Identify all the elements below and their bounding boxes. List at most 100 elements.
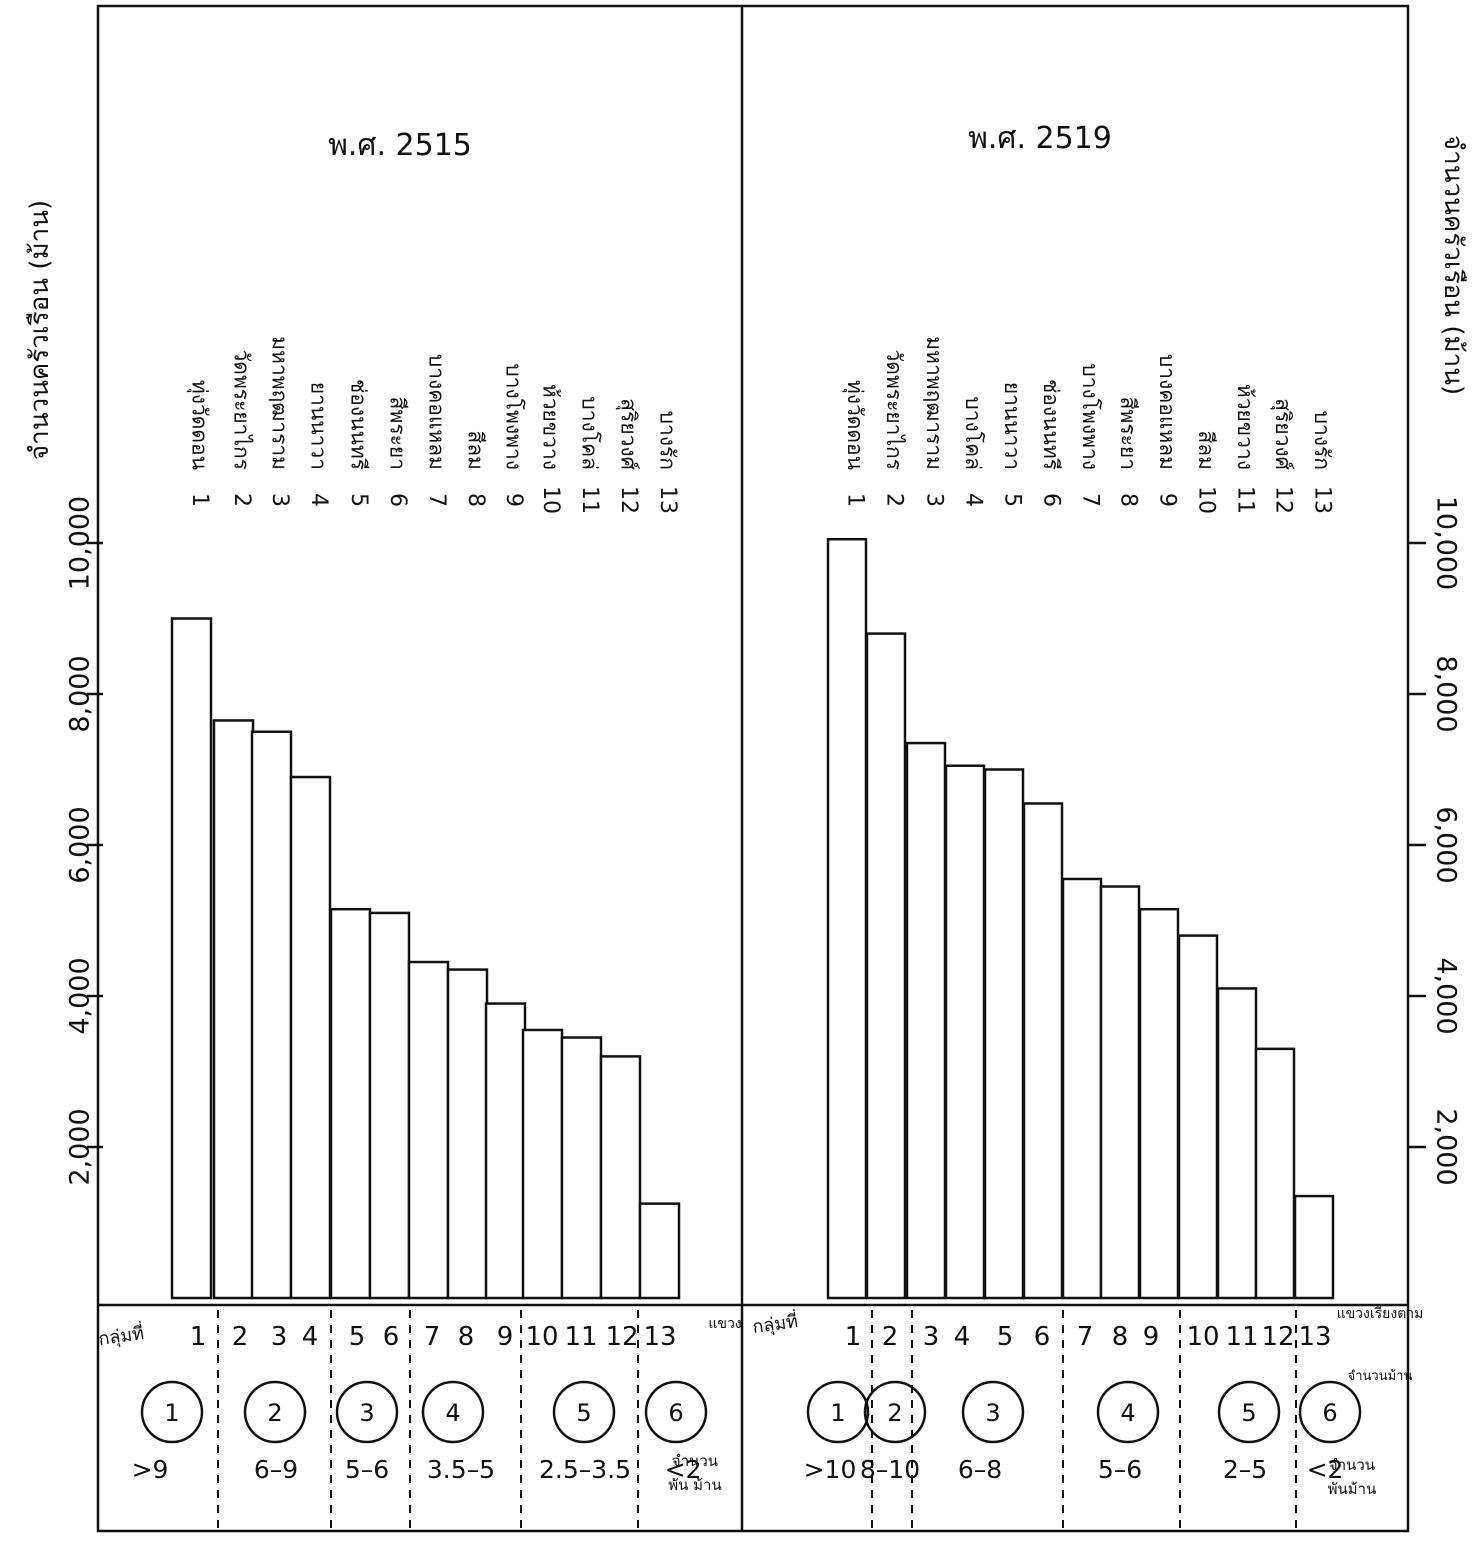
strip-number: 7: [424, 1322, 441, 1352]
group-number: 4: [1120, 1399, 1135, 1427]
bar: [638, 1202, 681, 1300]
y-tick-label: 8,000: [1431, 655, 1462, 732]
group-circle: [243, 1380, 307, 1444]
bar: [905, 741, 947, 1300]
strip-number: 4: [302, 1322, 319, 1352]
group-range: 6–9: [254, 1455, 298, 1484]
group-number: 3: [985, 1399, 1000, 1427]
y-axis-label: จำนวนครัวเรือน (ม้าน): [1438, 135, 1468, 395]
bar: [212, 719, 255, 1300]
district-name: บางรัก: [656, 411, 680, 470]
bar: [599, 1055, 642, 1300]
group-range: 5–6: [1098, 1455, 1142, 1484]
district-number: 10: [538, 486, 563, 514]
range-unit-label: จำนวน: [1329, 1456, 1375, 1474]
group-strip: 1 2 3 4 5 6 7 8 9 10 11 12 13 แขวงกลุ่มที่1>926–935–6…: [97, 1310, 742, 1528]
group-range: 5–6: [345, 1455, 389, 1484]
district-number: 12: [616, 486, 641, 514]
strip-number: 8: [458, 1322, 475, 1352]
group-circle: [335, 1380, 399, 1444]
district-list: 1 ทุ่งวัดดอน 2 วัดพระยาไกร 3 มหาพฤฒาราม 4 บางโค…: [842, 336, 1335, 514]
group-circle: [1096, 1380, 1160, 1444]
strip-unit-label: แขวง: [708, 1316, 741, 1332]
panel-title: พ.ศ. 2519: [968, 121, 1112, 156]
district-name: สีพระยา: [386, 397, 410, 470]
range-unit-label: จำนวน: [672, 1452, 718, 1470]
bar: [983, 768, 1025, 1300]
bar: [1099, 885, 1141, 1300]
bar: [1177, 934, 1219, 1300]
strip-number: 4: [954, 1322, 971, 1352]
y-tick-label: 10,000: [1431, 496, 1462, 590]
group-circle: [552, 1380, 616, 1444]
strip-number: 3: [271, 1322, 288, 1352]
y-tick-label: 6,000: [65, 806, 96, 883]
bar: [1138, 907, 1180, 1300]
district-name: บางคอแหลม: [1155, 354, 1179, 470]
district-name: สีพระยา: [1116, 397, 1140, 470]
bar: [1293, 1194, 1335, 1300]
district-name: บางโคล่: [961, 396, 985, 470]
district-name: สีลม: [464, 430, 488, 470]
district-name: บางโพงพาง: [502, 363, 526, 470]
district-name: มหาพฤฒาราม: [922, 336, 946, 470]
district-name: มหาพฤฒาราม: [268, 336, 292, 470]
district-name: ห้วยขวาง: [1233, 384, 1257, 470]
group-unit-label: จำนวนม้าน: [1348, 1369, 1413, 1384]
strip-number: 6: [383, 1322, 400, 1352]
bar: [329, 907, 372, 1300]
group-number: 6: [1322, 1399, 1337, 1427]
group-circle: [140, 1380, 204, 1444]
y-tick-label: 2,000: [1431, 1108, 1462, 1185]
group-circle: [961, 1380, 1025, 1444]
district-number: 8: [463, 493, 488, 507]
strip-number: 1: [845, 1322, 862, 1352]
group-range: <2: [1307, 1455, 1344, 1484]
group-range: 3.5–5: [427, 1455, 495, 1484]
district-number: 8: [1116, 493, 1141, 507]
chart-panel-2515: พ.ศ. 2515 จำนวนครัวเรือน (ม้าน) 2,000 4,0…: [25, 128, 742, 1528]
district-number: 11: [577, 486, 602, 514]
district-number: 1: [843, 493, 868, 507]
group-number: 3: [359, 1399, 374, 1427]
district-name: วัดพระยาไกร: [882, 350, 906, 470]
bar-series: [170, 617, 681, 1300]
group-number: 2: [887, 1399, 902, 1427]
range-unit-label: พัน ม้าน: [668, 1476, 721, 1494]
district-number: 13: [1310, 486, 1335, 514]
range-unit-label: พันม้าน: [1328, 1480, 1377, 1498]
strip-number: 8: [1112, 1322, 1129, 1352]
group-range: <2: [665, 1455, 702, 1484]
strip-unit-label: แขวงเรียงตาม: [1337, 1306, 1424, 1322]
group-number: 5: [576, 1399, 591, 1427]
y-axis-ticks: 2,000 4,000 6,000 8,000 10,000: [1408, 496, 1462, 1186]
district-name: ยานนาวา: [307, 382, 331, 470]
district-number: 13: [655, 486, 680, 514]
y-tick-label: 4,000: [65, 957, 96, 1034]
bar: [484, 1002, 527, 1300]
district-number: 6: [385, 493, 410, 507]
district-number: 12: [1271, 486, 1296, 514]
strip-number: 1: [190, 1322, 207, 1352]
strip-number: 11: [1225, 1322, 1258, 1352]
bar: [826, 537, 868, 1300]
y-axis-ticks: 2,000 4,000 6,000 8,000 10,000: [65, 496, 103, 1186]
group-label: กลุ่มที่: [97, 1320, 146, 1350]
group-number: 4: [445, 1399, 460, 1427]
group-number: 1: [830, 1399, 845, 1427]
group-circle: [806, 1380, 870, 1444]
bar: [560, 1036, 603, 1300]
group-range: 2.5–3.5: [539, 1455, 631, 1484]
group-strip: 1 2 3 4 5 6 7 8 9 10 11 12 13แขวงเรียงตามกลุ่มที่จำน…: [751, 1306, 1424, 1528]
district-number: 3: [267, 493, 292, 507]
district-number: 10: [1194, 486, 1219, 514]
district-name: บางโคล่: [578, 396, 602, 470]
district-number: 7: [1078, 493, 1103, 507]
district-name: สีลม: [1194, 430, 1218, 470]
district-name: ทุ่งวัดดอน: [187, 380, 212, 470]
group-number: 2: [267, 1399, 282, 1427]
district-number: 9: [501, 493, 526, 507]
strip-number: 10: [1186, 1322, 1219, 1352]
district-name: วัดพระยาไกร: [230, 350, 254, 470]
district-number: 11: [1233, 486, 1258, 514]
